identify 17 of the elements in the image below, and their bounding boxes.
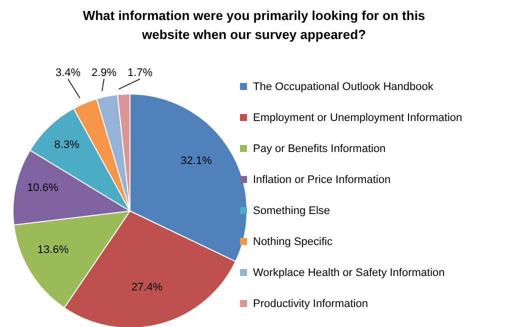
legend-label: Productivity Information: [253, 298, 368, 310]
data-label: 13.6%: [37, 244, 69, 256]
legend-label: Employment or Unemployment Information: [253, 112, 462, 124]
data-label: 32.1%: [180, 155, 212, 168]
legend-label: The Occupational Outlook Handbook: [253, 80, 434, 92]
data-label: 27.4%: [131, 281, 163, 294]
data-label: 8.3%: [54, 139, 80, 152]
data-label: 10.6%: [27, 182, 58, 194]
chart-title: What information were you primarily looking for on this website when our survey appeared?: [82, 7, 426, 44]
legend-label: Something Else: [253, 204, 330, 216]
data-label: 3.4%: [55, 67, 81, 79]
data-label: 1.7%: [127, 67, 153, 79]
legend-label: Nothing Specific: [253, 236, 332, 248]
legend-label: Inflation or Price Information: [253, 174, 391, 186]
legend-label: Pay or Benefits Information: [253, 142, 386, 154]
data-label: 2.9%: [91, 67, 117, 79]
legend-label: Workplace Health or Safety Information: [253, 266, 445, 278]
